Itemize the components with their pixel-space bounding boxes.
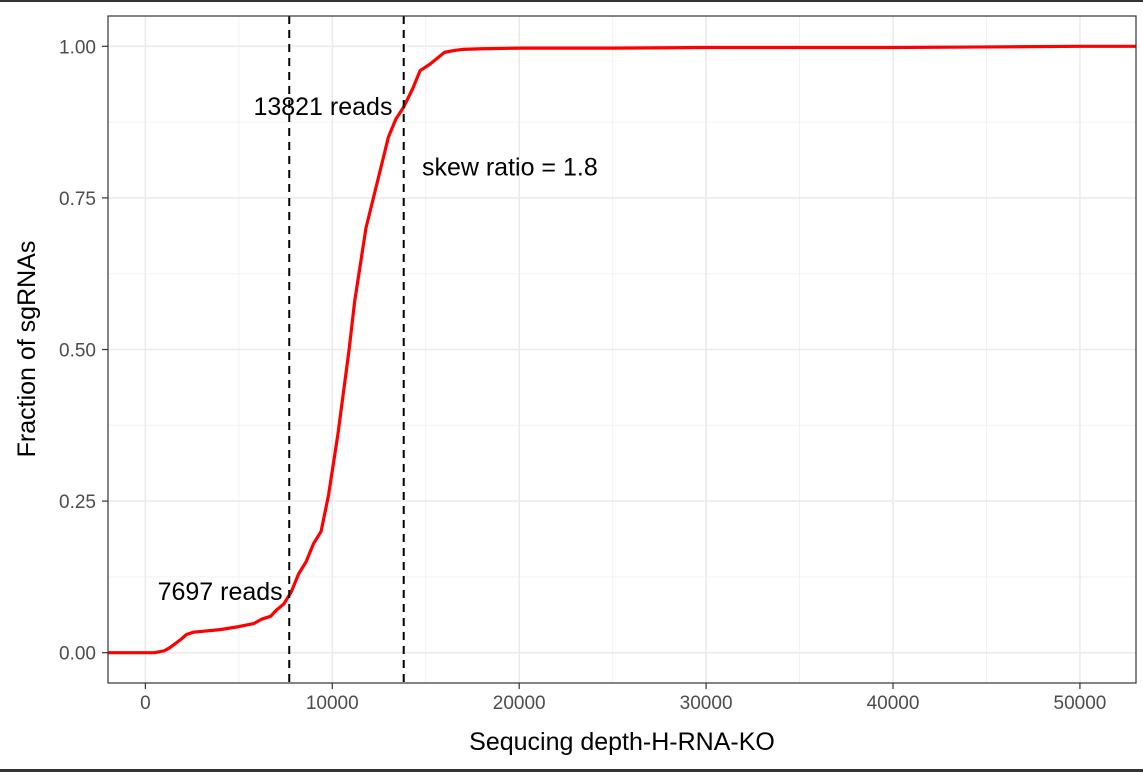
annotation-label: 13821 reads xyxy=(253,93,392,121)
x-axis-label: Sequcing depth-H-RNA-KO xyxy=(469,728,775,756)
series-line xyxy=(108,44,1136,655)
x-tick-label: 10000 xyxy=(306,693,359,714)
x-tick-label: 20000 xyxy=(493,693,546,714)
x-tick-label: 40000 xyxy=(867,693,920,714)
y-tick-label: 0.75 xyxy=(59,189,96,210)
y-axis: 0.00 0.25 0.50 0.75 1.00 xyxy=(59,37,108,665)
y-axis-label: Fraction of sgRNAs xyxy=(13,241,41,458)
series-layer xyxy=(108,44,1136,655)
y-tick-label: 1.00 xyxy=(59,37,96,58)
annotation-label: skew ratio = 1.8 xyxy=(422,154,598,182)
x-axis: 0 10000 20000 30000 40000 50000 xyxy=(140,683,1106,714)
annotation-label: 7697 reads xyxy=(158,578,283,606)
x-tick-label: 50000 xyxy=(1054,693,1107,714)
bottom-border xyxy=(0,769,1143,772)
y-tick-label: 0.00 xyxy=(59,644,96,665)
annotations: 7697 reads 13821 reads skew ratio = 1.8 xyxy=(158,93,598,606)
y-tick-label: 0.50 xyxy=(59,341,96,362)
y-tick-label: 0.25 xyxy=(59,492,96,513)
x-tick-label: 0 xyxy=(140,693,151,714)
top-border xyxy=(0,0,1143,2)
x-tick-label: 30000 xyxy=(680,693,733,714)
